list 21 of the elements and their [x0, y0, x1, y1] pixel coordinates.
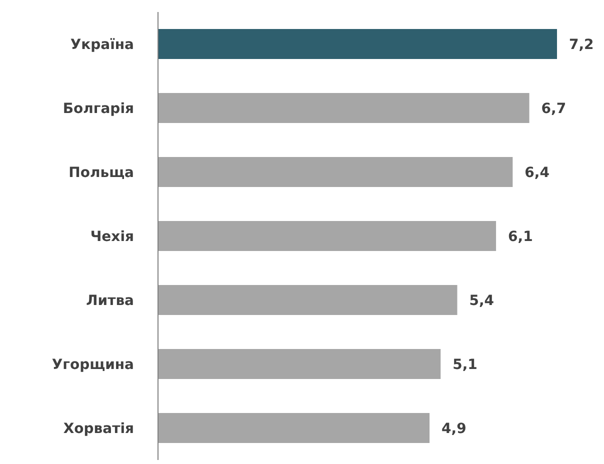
bar — [158, 413, 430, 443]
bar — [158, 285, 458, 315]
y-tick-label: Болгарія — [62, 100, 134, 117]
data-label: 5,1 — [452, 356, 478, 373]
y-tick-label: Хорватія — [63, 420, 134, 437]
y-tick-label: Польща — [68, 164, 134, 181]
y-tick-label: Чехія — [90, 228, 134, 245]
data-label: 4,9 — [442, 420, 466, 437]
y-tick-label: Україна — [70, 36, 134, 53]
bar — [158, 221, 496, 251]
data-label: 6,4 — [524, 164, 550, 181]
data-label: 7,2 — [569, 36, 594, 53]
bar — [158, 157, 513, 187]
y-tick-label: Угорщина — [52, 356, 134, 373]
data-label: 6,1 — [508, 228, 533, 245]
bar — [158, 349, 441, 379]
data-label: 5,4 — [469, 292, 494, 309]
data-label: 6,7 — [541, 100, 566, 117]
y-tick-label: Литва — [86, 292, 134, 309]
bar — [158, 29, 557, 59]
bar — [158, 93, 530, 123]
